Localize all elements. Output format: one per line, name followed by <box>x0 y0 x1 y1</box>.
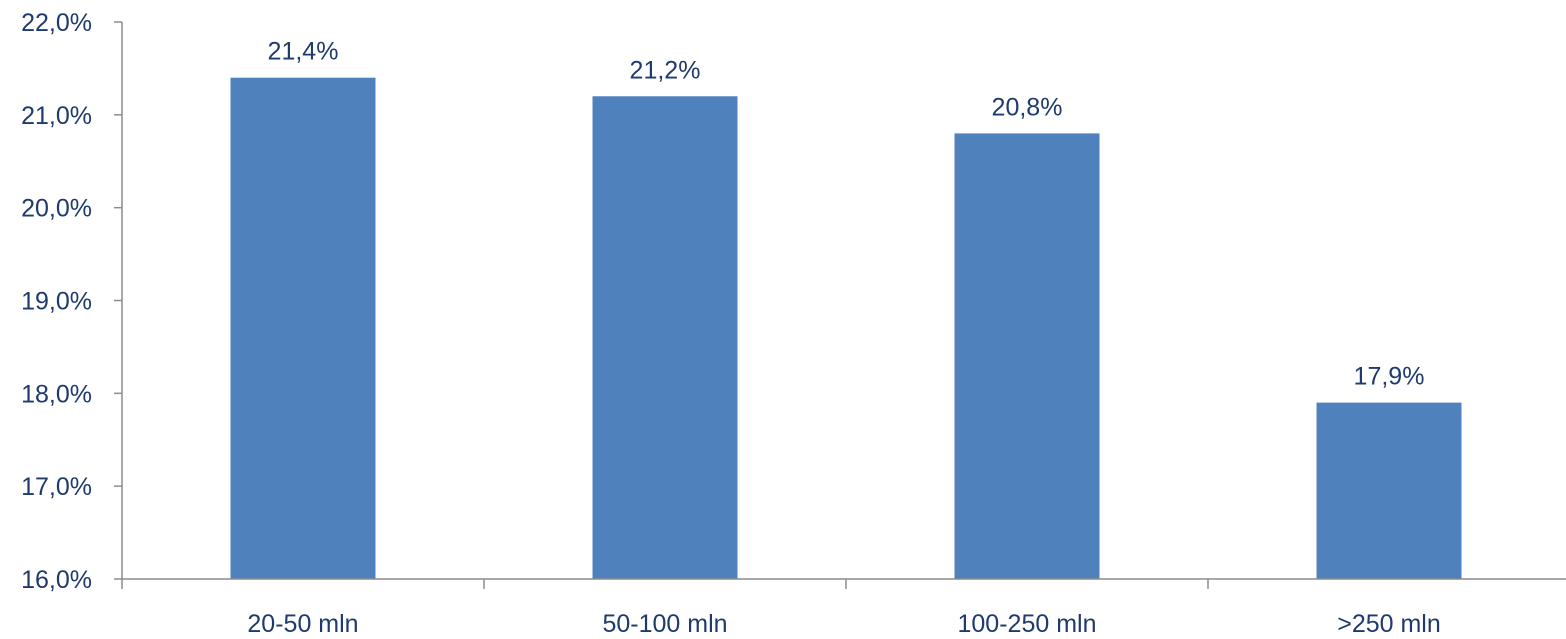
x-tick-label: 50-100 mln <box>602 610 727 638</box>
y-tick-label: 16,0% <box>21 566 92 594</box>
x-tick-label: 100-250 mln <box>958 610 1097 638</box>
y-tick-label: 21,0% <box>21 102 92 130</box>
bar-value-label: 20,8% <box>992 93 1063 121</box>
bar-value-label: 17,9% <box>1354 363 1425 391</box>
x-tick-label: 20-50 mln <box>247 610 358 638</box>
bar <box>1316 402 1462 579</box>
y-axis-ticks: 16,0% 17,0% 18,0% 19,0% 20,0% 21,0% 22,0% <box>21 9 122 594</box>
y-tick-label: 19,0% <box>21 288 92 316</box>
bars-group <box>230 77 1462 580</box>
y-tick-label: 17,0% <box>21 473 92 501</box>
y-tick-label: 18,0% <box>21 380 92 408</box>
x-axis-ticks: 20-50 mln 50-100 mln 100-250 mln >250 mln <box>121 579 1441 638</box>
y-tick-label: 22,0% <box>21 9 92 37</box>
bar-value-label: 21,2% <box>630 56 701 84</box>
x-tick-label: >250 mln <box>1337 610 1441 638</box>
bar <box>230 77 376 579</box>
bar-value-label: 21,4% <box>268 38 339 66</box>
y-tick-label: 20,0% <box>21 195 92 223</box>
data-labels-group: 21,4% 21,2% 20,8% 17,9% <box>268 38 1425 391</box>
bar <box>592 96 738 580</box>
bar <box>954 133 1100 579</box>
